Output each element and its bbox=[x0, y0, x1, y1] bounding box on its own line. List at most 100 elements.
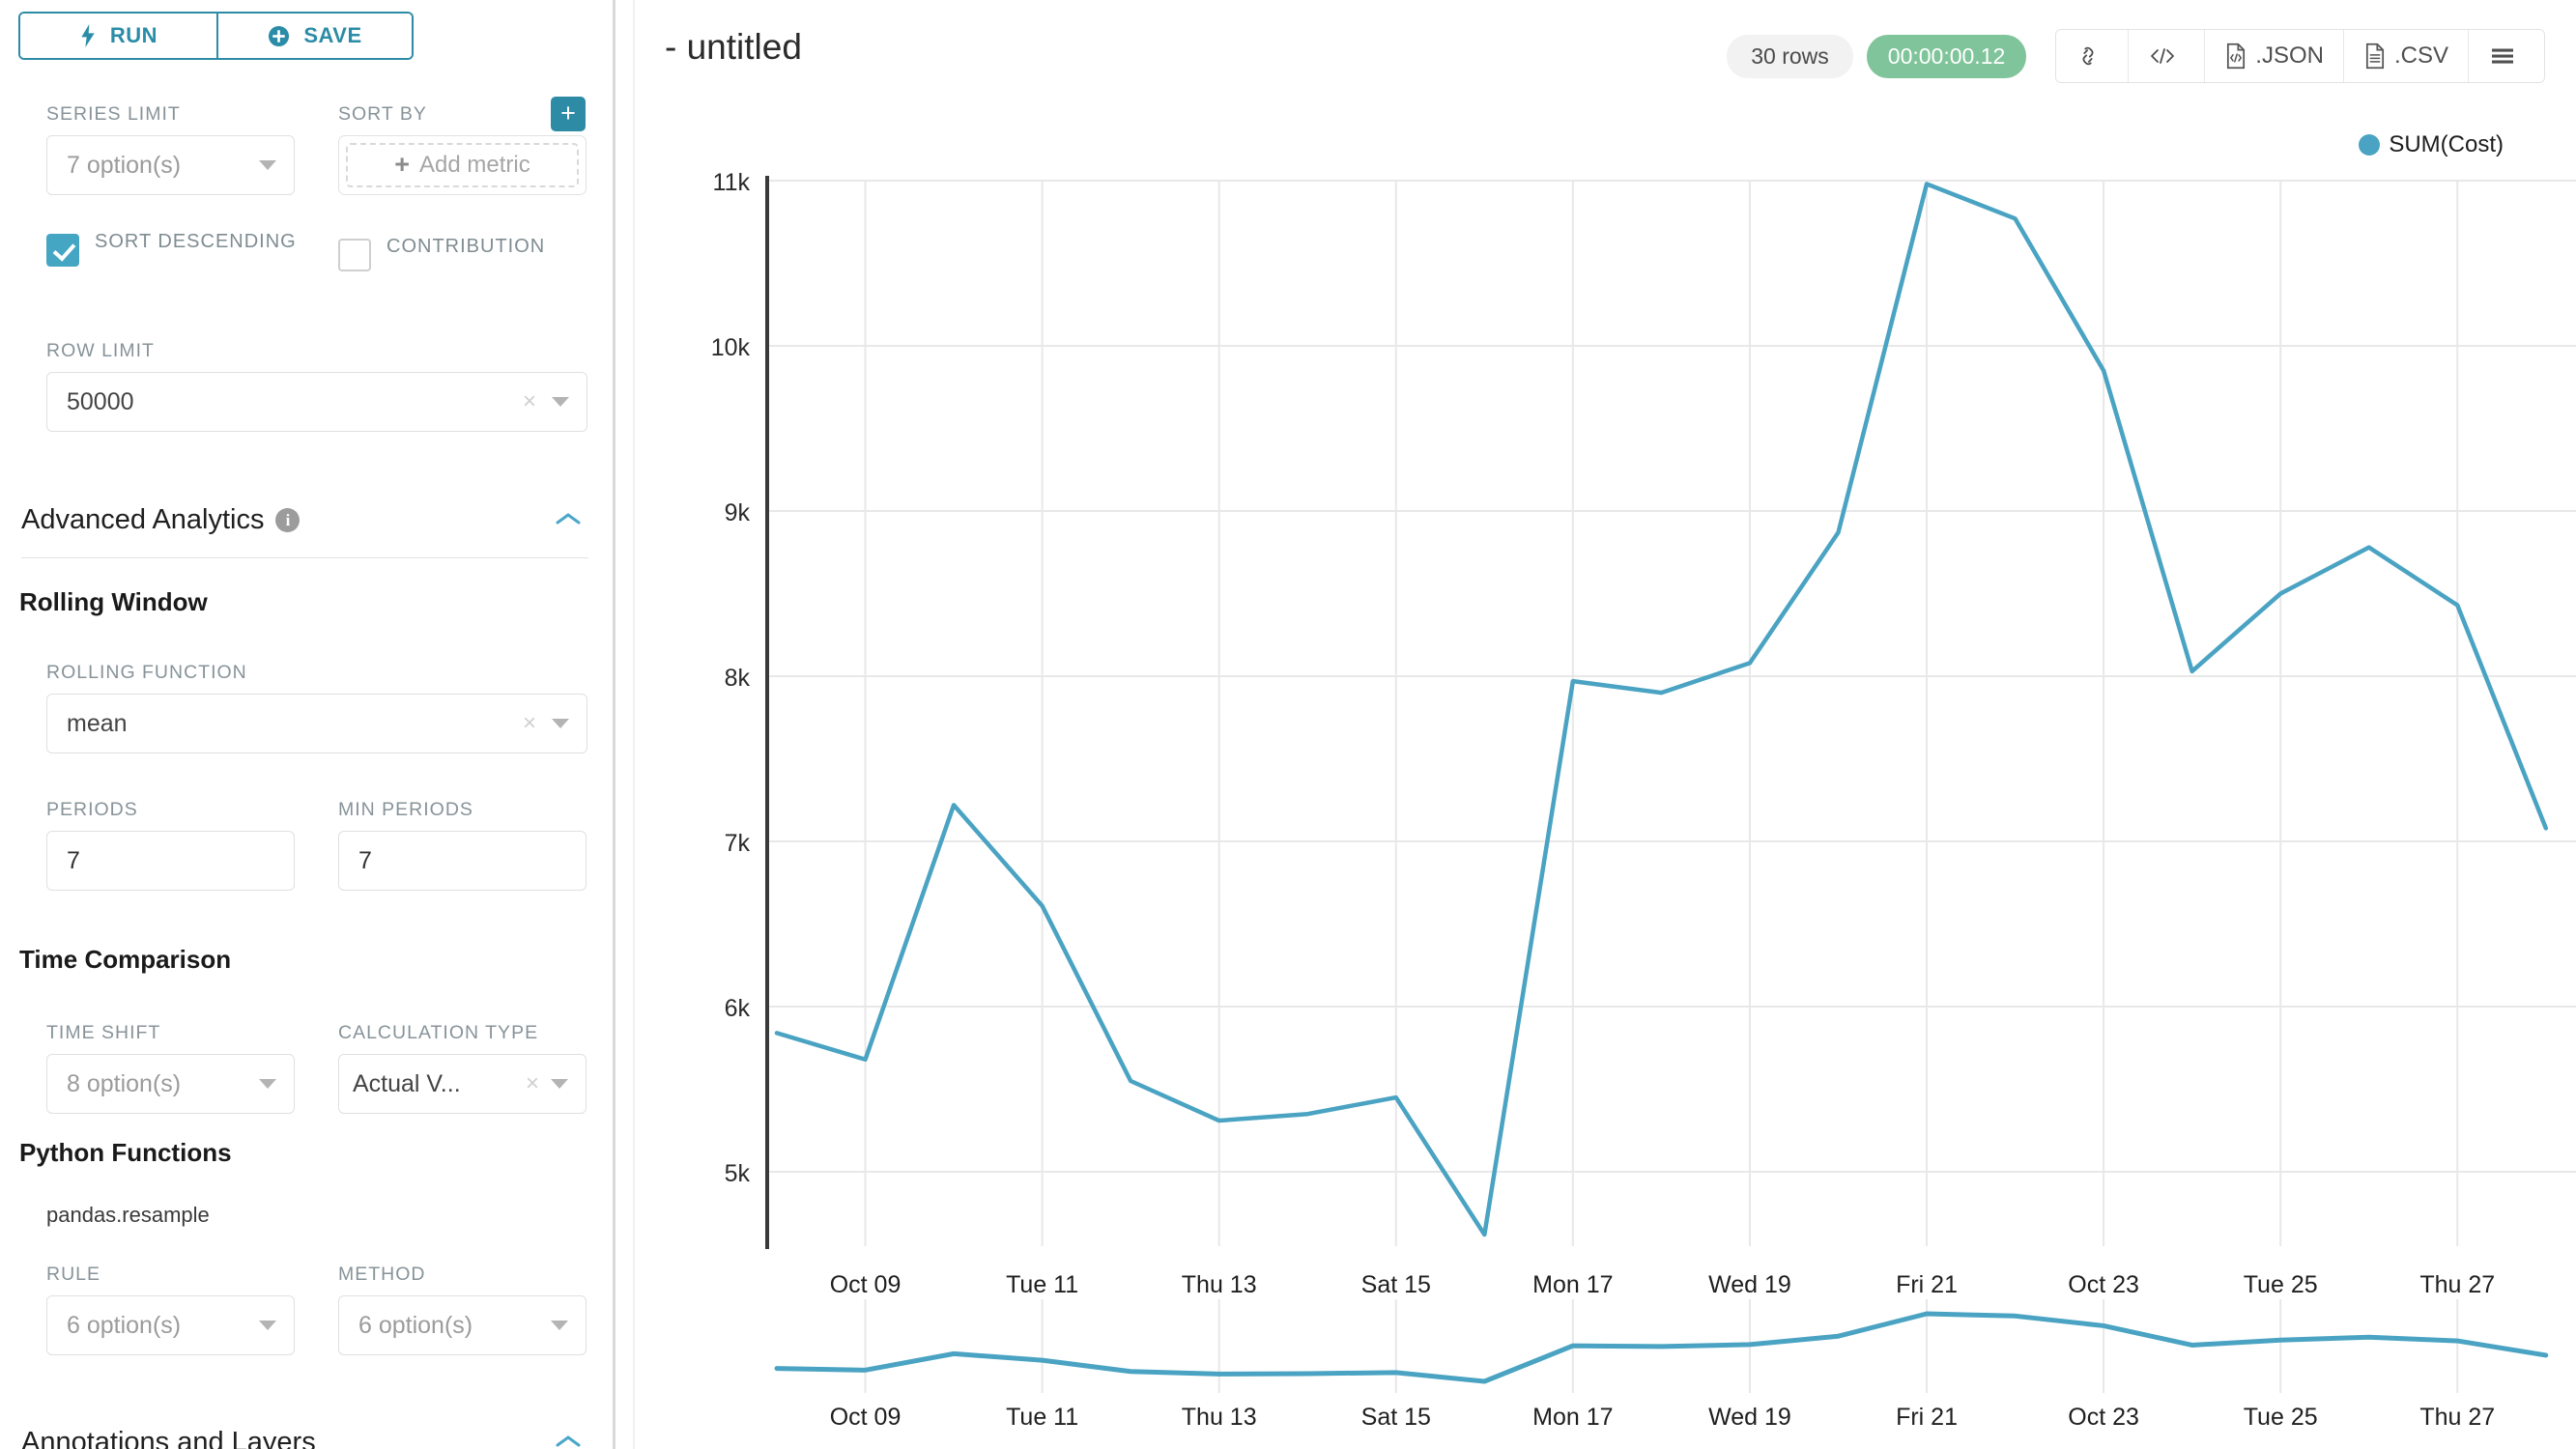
add-metric-label: Add metric bbox=[419, 152, 530, 178]
chevron-down-icon[interactable] bbox=[552, 719, 569, 728]
contribution-checkbox-row[interactable]: CONTRIBUTION bbox=[338, 236, 599, 271]
chevron-down-icon[interactable] bbox=[552, 397, 569, 407]
svg-text:Tue 25: Tue 25 bbox=[2244, 1271, 2318, 1298]
rolling-window-title: Rolling Window bbox=[19, 587, 208, 616]
pandas-resample-label: pandas.resample bbox=[46, 1203, 210, 1227]
row-limit-select[interactable]: 50000 × bbox=[46, 372, 587, 432]
rule-select[interactable]: 6 option(s) bbox=[46, 1295, 295, 1355]
chevron-down-icon[interactable] bbox=[551, 1079, 568, 1089]
sort-by-add-button[interactable]: + bbox=[551, 97, 586, 131]
calculation-type-select[interactable]: Actual V... × bbox=[338, 1054, 587, 1114]
periods-label: PERIODS bbox=[46, 799, 138, 820]
svg-text:Sat 15: Sat 15 bbox=[1361, 1271, 1431, 1298]
more-menu-button[interactable] bbox=[2469, 30, 2544, 82]
download-csv-button[interactable]: .CSV bbox=[2343, 30, 2469, 82]
legend-color-swatch bbox=[2359, 134, 2381, 156]
chevron-up-icon[interactable] bbox=[556, 512, 581, 526]
row-limit-value: 50000 bbox=[67, 387, 134, 415]
run-button-label: RUN bbox=[109, 23, 158, 47]
svg-text:7k: 7k bbox=[725, 830, 751, 857]
sort-by-label: SORT BY bbox=[338, 103, 427, 125]
svg-text:Thu 27: Thu 27 bbox=[2419, 1271, 2495, 1298]
svg-text:Sat 15: Sat 15 bbox=[1361, 1404, 1431, 1431]
chevron-down-icon[interactable] bbox=[259, 1079, 276, 1089]
annotations-and-layers-title: Annotations and Layers bbox=[21, 1427, 316, 1449]
contribution-checkbox[interactable] bbox=[338, 239, 371, 271]
add-metric-placeholder: + Add metric bbox=[346, 143, 579, 187]
row-count-badge: 30 rows bbox=[1727, 34, 1853, 78]
legend-label: SUM(Cost) bbox=[2389, 131, 2504, 157]
svg-text:6k: 6k bbox=[725, 995, 751, 1022]
run-button[interactable]: RUN bbox=[20, 14, 218, 58]
sort-descending-checkbox-row[interactable]: SORT DESCENDING bbox=[46, 231, 298, 267]
svg-text:10k: 10k bbox=[711, 334, 751, 361]
min-periods-input[interactable]: 7 bbox=[338, 831, 587, 891]
svg-text:Oct 23: Oct 23 bbox=[2068, 1404, 2139, 1431]
time-shift-value: 8 option(s) bbox=[67, 1069, 182, 1097]
svg-text:8k: 8k bbox=[725, 665, 751, 692]
sort-descending-checkbox[interactable] bbox=[46, 234, 79, 267]
code-icon bbox=[2151, 48, 2175, 64]
query-duration-badge: 00:00:00.12 bbox=[1866, 34, 2027, 78]
rule-value: 6 option(s) bbox=[67, 1311, 182, 1339]
page-title[interactable]: - untitled bbox=[665, 27, 802, 67]
advanced-analytics-header[interactable]: Advanced Analytics i bbox=[21, 504, 301, 536]
svg-text:Tue 11: Tue 11 bbox=[1006, 1271, 1078, 1298]
svg-text:Thu 13: Thu 13 bbox=[1182, 1404, 1257, 1431]
method-label: METHOD bbox=[338, 1264, 426, 1285]
share-link-button[interactable] bbox=[2056, 30, 2130, 82]
hamburger-menu-icon bbox=[2492, 48, 2513, 64]
clear-icon[interactable]: × bbox=[525, 1070, 539, 1096]
panel-edge bbox=[633, 0, 635, 1449]
chart-legend[interactable]: SUM(Cost) bbox=[2359, 131, 2504, 158]
svg-text:Oct 09: Oct 09 bbox=[830, 1404, 902, 1431]
svg-text:5k: 5k bbox=[725, 1160, 751, 1187]
series-limit-select[interactable]: 7 option(s) bbox=[46, 135, 295, 195]
svg-text:Tue 25: Tue 25 bbox=[2244, 1404, 2318, 1431]
time-comparison-title: Time Comparison bbox=[19, 945, 232, 974]
line-chart-plot[interactable]: 5k 6k 7k 8k 9k 10k 11k Oct 09 Tue 11 Thu 13 Sat 15… bbox=[615, 0, 2576, 1449]
chart-panel: - untitled 30 rows 00:00:00.12 bbox=[615, 0, 2576, 1449]
rolling-function-value: mean bbox=[67, 709, 128, 737]
method-value: 6 option(s) bbox=[358, 1311, 473, 1339]
calculation-type-value: Actual V... bbox=[353, 1069, 461, 1097]
svg-text:Tue 11: Tue 11 bbox=[1006, 1404, 1078, 1431]
chevron-down-icon[interactable] bbox=[259, 1321, 276, 1330]
divider bbox=[21, 557, 588, 558]
info-icon[interactable]: i bbox=[275, 508, 301, 532]
sort-descending-label: SORT DESCENDING bbox=[95, 231, 297, 252]
method-select[interactable]: 6 option(s) bbox=[338, 1295, 587, 1355]
download-csv-label: .CSV bbox=[2393, 43, 2448, 69]
svg-text:Mon 17: Mon 17 bbox=[1532, 1404, 1613, 1431]
periods-input[interactable]: 7 bbox=[46, 831, 295, 891]
svg-text:Wed 19: Wed 19 bbox=[1708, 1271, 1791, 1298]
save-button[interactable]: SAVE bbox=[218, 14, 412, 58]
rolling-function-select[interactable]: mean × bbox=[46, 694, 587, 753]
series-limit-value: 7 option(s) bbox=[67, 151, 182, 179]
row-limit-label: ROW LIMIT bbox=[46, 340, 155, 361]
contribution-label: CONTRIBUTION bbox=[386, 236, 546, 257]
annotations-and-layers-header[interactable]: Annotations and Layers bbox=[21, 1427, 316, 1449]
download-json-button[interactable]: .JSON bbox=[2205, 30, 2344, 82]
advanced-analytics-title: Advanced Analytics bbox=[21, 504, 265, 535]
export-button-group: .JSON .CSV bbox=[2055, 29, 2545, 83]
sidebar-divider bbox=[613, 0, 615, 1449]
clear-icon[interactable]: × bbox=[522, 710, 536, 736]
download-json-label: .JSON bbox=[2255, 43, 2324, 69]
calculation-type-label: CALCULATION TYPE bbox=[338, 1022, 539, 1043]
chevron-down-icon[interactable] bbox=[551, 1321, 568, 1330]
embed-code-button[interactable] bbox=[2129, 30, 2206, 82]
svg-text:Thu 13: Thu 13 bbox=[1182, 1271, 1257, 1298]
chevron-down-icon[interactable] bbox=[259, 160, 276, 170]
time-shift-select[interactable]: 8 option(s) bbox=[46, 1054, 295, 1114]
sort-by-metric-dropzone[interactable]: + Add metric bbox=[338, 135, 587, 195]
rule-label: RULE bbox=[46, 1264, 101, 1285]
series-limit-label: SERIES LIMIT bbox=[46, 103, 181, 125]
svg-text:Oct 23: Oct 23 bbox=[2068, 1271, 2139, 1298]
chevron-up-icon[interactable] bbox=[556, 1435, 581, 1448]
clear-icon[interactable]: × bbox=[522, 388, 536, 414]
control-panel-sidebar: RUN SAVE SERIES LIMIT 7 option(s) SORT B… bbox=[0, 0, 615, 1449]
min-periods-label: MIN PERIODS bbox=[338, 799, 473, 820]
plus-circle-icon bbox=[269, 25, 290, 46]
